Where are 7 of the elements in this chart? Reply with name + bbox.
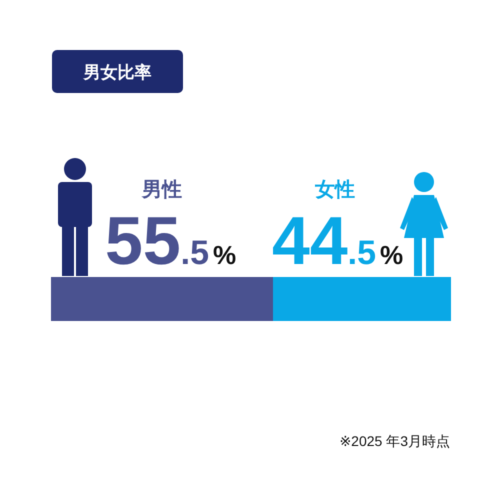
title: 男女比率 [52,50,183,93]
data-label: 44.5% [272,203,404,279]
text: 男性 [141,179,182,201]
text: 女性 [314,179,355,201]
data-label: 55.5% [105,203,236,279]
text: ※2025 年3月時点 [339,433,450,449]
chart-title: 男女比率 [82,63,152,82]
